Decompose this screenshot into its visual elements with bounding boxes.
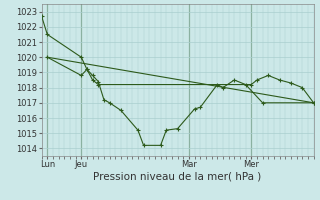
X-axis label: Pression niveau de la mer( hPa ): Pression niveau de la mer( hPa )	[93, 172, 262, 182]
